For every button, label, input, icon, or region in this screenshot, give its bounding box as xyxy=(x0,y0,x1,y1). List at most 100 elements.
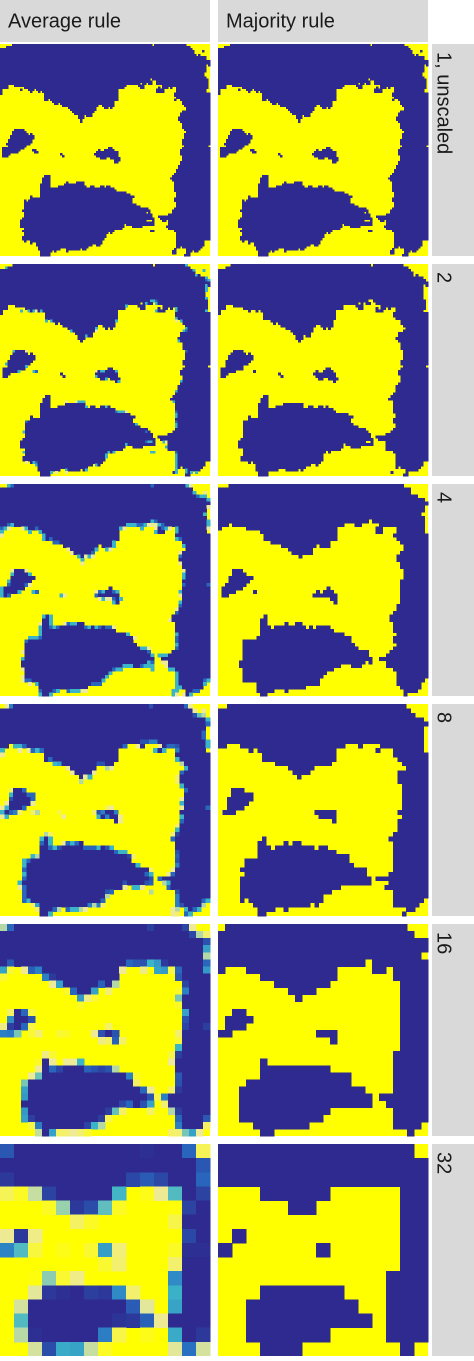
raster-cell xyxy=(314,243,319,247)
raster-cell xyxy=(77,1058,85,1066)
raster-cell xyxy=(184,132,211,136)
raster-cell xyxy=(0,508,207,513)
raster-cell xyxy=(77,621,85,626)
raster-cell xyxy=(56,980,64,988)
raster-cell xyxy=(32,460,36,464)
raster-cell xyxy=(244,871,368,877)
raster-cell xyxy=(42,692,50,697)
raster-cell xyxy=(35,1114,99,1123)
raster-cell xyxy=(379,743,425,749)
raster-cell xyxy=(175,854,180,859)
raster-cell xyxy=(0,1186,15,1201)
raster-cell xyxy=(85,405,88,409)
raster-cell xyxy=(392,181,429,184)
raster-cell xyxy=(4,704,10,709)
raster-cell xyxy=(154,484,186,488)
raster-cell xyxy=(179,849,211,855)
raster-cell xyxy=(239,664,341,669)
raster-cell xyxy=(185,547,211,552)
raster-cell xyxy=(176,201,211,204)
raster-cell xyxy=(78,840,84,846)
raster-cell xyxy=(42,309,118,313)
raster-cell xyxy=(20,219,147,223)
raster-cell xyxy=(172,209,211,212)
raster-cell xyxy=(232,572,247,577)
raster-cell xyxy=(7,526,11,531)
raster-cell xyxy=(105,547,109,552)
raster-cell xyxy=(63,1058,78,1066)
raster-cell xyxy=(110,231,113,235)
raster-cell xyxy=(168,1242,183,1258)
raster-cell xyxy=(331,818,337,824)
raster-cell xyxy=(390,211,429,214)
raster-cell xyxy=(406,765,429,771)
raster-cell xyxy=(154,966,162,974)
raster-cell xyxy=(105,625,113,630)
raster-cell xyxy=(358,86,363,89)
raster-cell xyxy=(75,400,78,404)
raster-cell xyxy=(109,765,115,771)
raster-cell xyxy=(63,1030,71,1038)
raster-cell xyxy=(288,765,315,771)
raster-cell xyxy=(135,423,138,426)
raster-cell xyxy=(403,572,429,577)
raster-cell xyxy=(400,551,429,556)
raster-cell xyxy=(400,122,429,126)
raster-cell xyxy=(42,1200,57,1216)
raster-cell xyxy=(150,667,155,672)
raster-cell xyxy=(182,572,186,577)
raster-cell xyxy=(175,533,211,538)
raster-cell xyxy=(393,639,429,644)
raster-cell xyxy=(403,354,429,358)
raster-cell xyxy=(175,529,179,534)
raster-cell xyxy=(12,264,153,267)
raster-cell xyxy=(393,646,429,651)
raster-cell xyxy=(32,370,36,373)
raster-cell xyxy=(384,885,429,890)
raster-cell xyxy=(14,1313,29,1329)
raster-cell xyxy=(328,450,331,454)
raster-cell xyxy=(26,876,150,882)
raster-cell xyxy=(182,465,203,469)
raster-cell xyxy=(0,739,141,745)
raster-cell xyxy=(205,279,208,283)
raster-cell xyxy=(261,757,337,762)
raster-cell xyxy=(70,1128,78,1137)
raster-cell xyxy=(24,239,27,243)
raster-cell xyxy=(40,473,51,477)
raster-cell xyxy=(22,217,155,221)
raster-cell xyxy=(38,688,43,693)
raster-cell xyxy=(80,118,83,122)
raster-cell xyxy=(285,327,314,331)
raster-cell xyxy=(177,317,211,320)
raster-cell xyxy=(105,1114,113,1123)
raster-cell xyxy=(28,1114,36,1123)
raster-cell xyxy=(0,1158,197,1173)
raster-cell xyxy=(175,1086,183,1094)
raster-cell xyxy=(152,219,155,223)
raster-cell xyxy=(175,832,180,837)
raster-cell xyxy=(179,863,211,868)
raster-cell xyxy=(91,987,99,996)
raster-cell xyxy=(225,1015,254,1024)
raster-cell xyxy=(145,440,148,444)
raster-cell xyxy=(58,185,87,188)
raster-cell xyxy=(52,907,58,912)
raster-cell xyxy=(207,284,211,288)
raster-cell xyxy=(179,770,185,776)
raster-cell xyxy=(96,845,102,851)
raster-cell xyxy=(243,428,366,431)
raster-cell xyxy=(7,1015,15,1024)
raster-cell xyxy=(39,845,49,851)
raster-cell xyxy=(22,450,26,454)
raster-cell xyxy=(77,1001,85,1010)
raster-cell xyxy=(300,247,305,251)
raster-cell xyxy=(183,761,211,767)
raster-cell xyxy=(226,801,250,806)
row-strip xyxy=(432,264,474,476)
raster-cell xyxy=(398,339,429,343)
raster-cell xyxy=(385,448,429,452)
raster-cell xyxy=(239,867,368,873)
raster-panel xyxy=(0,264,211,477)
raster-cell xyxy=(248,197,351,200)
